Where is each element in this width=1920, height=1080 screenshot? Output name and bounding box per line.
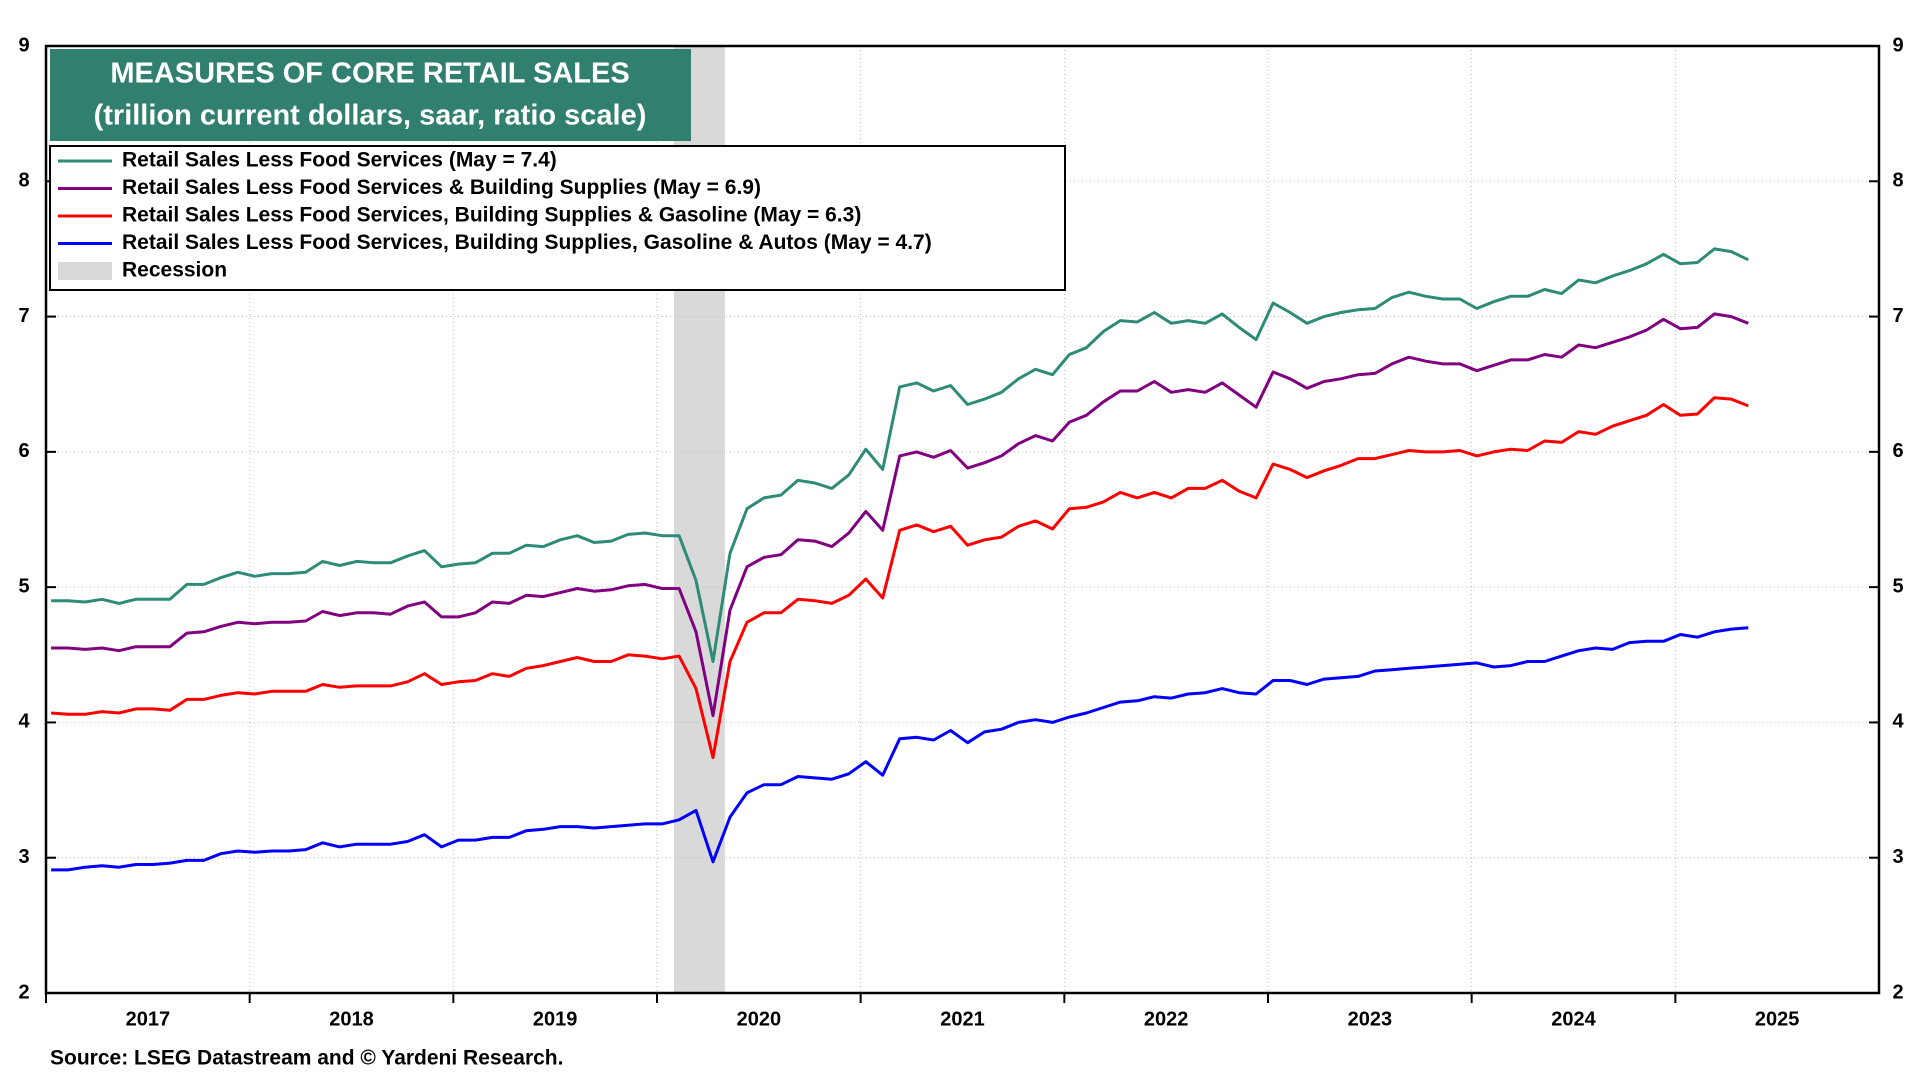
y2-tick-label: 5 bbox=[1892, 575, 1903, 597]
series-line bbox=[51, 626, 1749, 872]
x-tick-label: 2017 bbox=[126, 1008, 171, 1030]
y-tick-label: 8 bbox=[18, 170, 29, 192]
x-tick-label: 2023 bbox=[1348, 1008, 1393, 1030]
y-tick-label: 6 bbox=[18, 440, 29, 462]
series-line bbox=[50, 396, 1749, 760]
x-tick-label: 2018 bbox=[329, 1008, 374, 1030]
legend-label: Retail Sales Less Food Services, Buildin… bbox=[122, 204, 861, 227]
y2-tick-label: 4 bbox=[1892, 711, 1904, 733]
source: Source: LSEG Datastream and © Yardeni Re… bbox=[50, 1047, 563, 1070]
y-tick-label: 2 bbox=[18, 981, 29, 1003]
x-tick-label: 2024 bbox=[1551, 1008, 1596, 1030]
x-tick-label: 2019 bbox=[533, 1008, 578, 1030]
legend-label: Retail Sales Less Food Services (May = 7… bbox=[122, 149, 557, 172]
legend-box bbox=[49, 145, 1066, 291]
y2-tick-label: 7 bbox=[1892, 305, 1903, 327]
y-tick-label: 9 bbox=[18, 34, 29, 56]
y-tick-label: 5 bbox=[18, 575, 29, 597]
legend-swatch bbox=[58, 262, 112, 280]
series-line bbox=[51, 312, 1749, 718]
plot-frame bbox=[44, 44, 1881, 995]
x-tick-label: 2022 bbox=[1144, 1008, 1189, 1030]
x-tick-label: 2021 bbox=[940, 1008, 985, 1030]
legend-label: Recession bbox=[122, 259, 227, 282]
y2-tick-label: 3 bbox=[1892, 846, 1903, 868]
series-line bbox=[51, 247, 1749, 663]
y-tick-label: 4 bbox=[18, 711, 30, 733]
chart-subtitle: (trillion current dollars, saar, ratio s… bbox=[94, 100, 647, 132]
x-tick-label: 2020 bbox=[737, 1008, 782, 1030]
y-tick-label: 3 bbox=[18, 846, 29, 868]
x-tick-label: 2025 bbox=[1755, 1008, 1800, 1030]
y2-tick-label: 9 bbox=[1892, 34, 1903, 56]
legend-label: Retail Sales Less Food Services, Buildin… bbox=[122, 231, 932, 254]
legend-label: Retail Sales Less Food Services & Buildi… bbox=[122, 176, 761, 199]
chart-title: MEASURES OF CORE RETAIL SALES bbox=[110, 58, 629, 90]
y2-tick-label: 2 bbox=[1892, 981, 1903, 1003]
y2-tick-label: 8 bbox=[1892, 170, 1903, 192]
y-tick-label: 7 bbox=[18, 305, 29, 327]
y2-tick-label: 6 bbox=[1892, 440, 1903, 462]
title-box bbox=[50, 49, 691, 141]
